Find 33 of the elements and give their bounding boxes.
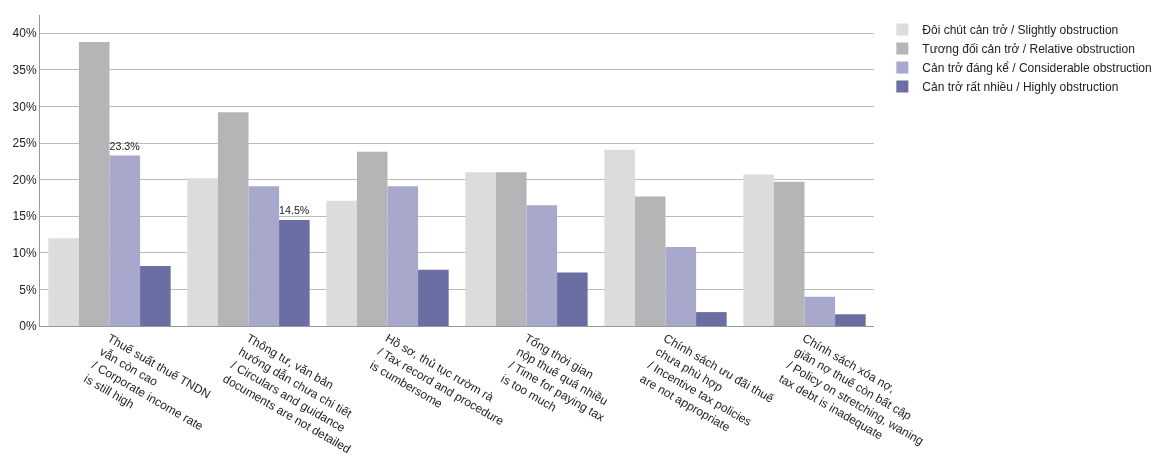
bar (326, 200, 357, 326)
y-tick-label: 15% (12, 209, 37, 224)
y-tick-label: 40% (12, 26, 37, 41)
legend-label: Đôi chút cản trở / Slightly obstruction (922, 23, 1119, 38)
bar (804, 296, 836, 326)
bar (418, 269, 449, 326)
y-tick-label: 25% (12, 136, 37, 151)
bar (604, 149, 635, 326)
y-tick-label: 10% (12, 246, 37, 261)
bar (279, 219, 310, 326)
bar (248, 186, 280, 326)
bar (696, 312, 727, 326)
y-tick-label: 0% (19, 319, 37, 334)
data-label: 14.5% (279, 204, 310, 217)
bar (665, 246, 697, 326)
y-tick-label: 5% (19, 282, 37, 297)
bar (835, 314, 866, 326)
bar (465, 172, 496, 326)
y-tick-label: 35% (12, 63, 37, 78)
bar (387, 186, 419, 326)
data-label: 23.3% (109, 139, 141, 152)
bar (187, 178, 218, 326)
bar (109, 155, 141, 326)
bar (557, 272, 588, 326)
bar (140, 266, 171, 326)
y-tick-label: 20% (12, 172, 37, 187)
bar (743, 174, 774, 326)
legend-label: Cản trở rất nhiều / Highly obstruction (922, 80, 1119, 95)
legend-label: Cản trở đáng kể / Considerable obstruction (922, 61, 1152, 76)
bar (48, 238, 79, 326)
bar (526, 205, 558, 326)
legend-label: Tương đối cản trở / Relative obstruction (922, 42, 1135, 57)
y-tick-label: 30% (12, 99, 37, 114)
